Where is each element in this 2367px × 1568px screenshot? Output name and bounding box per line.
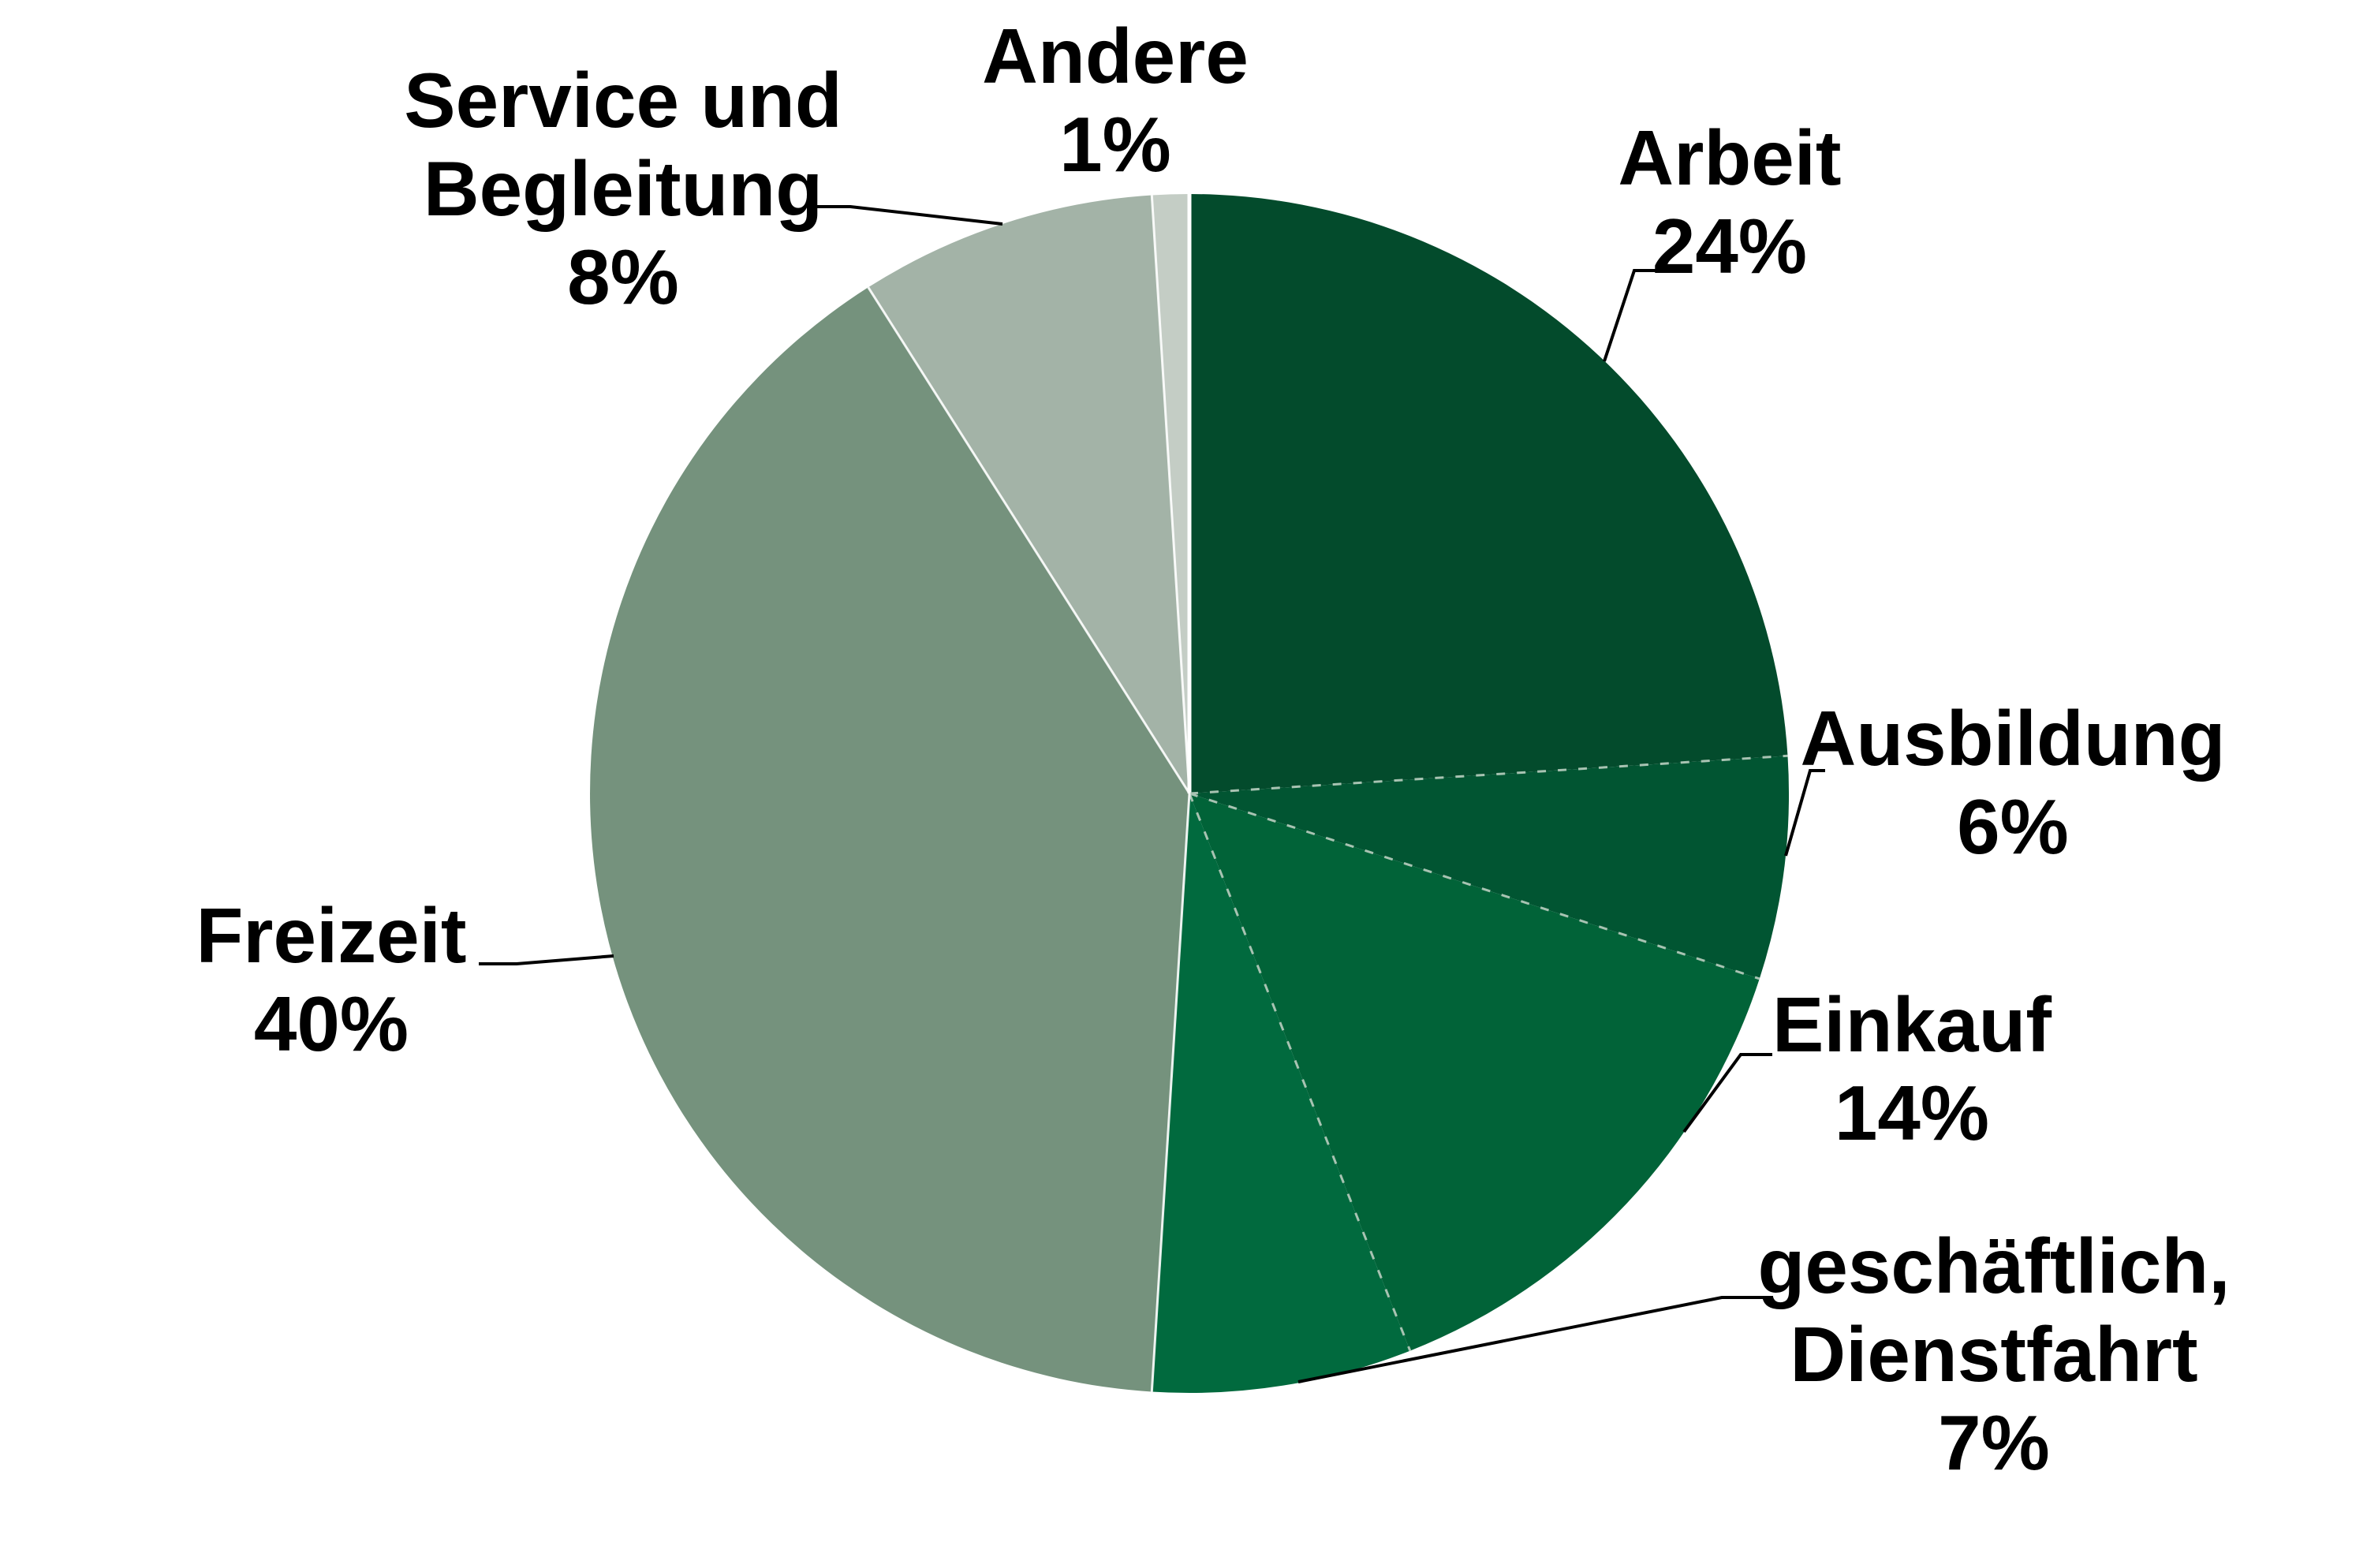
leader-line-freizeit bbox=[479, 954, 614, 965]
slice-boundary-einkauf-geschaeftlich bbox=[1188, 793, 1412, 1352]
label-arbeit-line1: Arbeit bbox=[1618, 114, 1842, 201]
pie-slice-einkauf bbox=[1189, 793, 1760, 1351]
pie-slice-ausbildung bbox=[1189, 756, 1790, 979]
label-geschaeftlich-line1: geschäftlich, bbox=[1757, 1223, 2231, 1309]
label-freizeit: Freizeit 40% bbox=[196, 891, 466, 1068]
pie-slice-service bbox=[868, 195, 1189, 793]
label-einkauf-line1: Einkauf bbox=[1772, 981, 2052, 1068]
leader-line-einkauf bbox=[1682, 1053, 1772, 1133]
label-ausbildung: Ausbildung 6% bbox=[1801, 694, 2226, 871]
label-geschaeftlich-dienstfahrt: geschäftlich, Dienstfahrt 7% bbox=[1757, 1222, 2230, 1487]
slice-boundary-geschaeftlich-freizeit bbox=[1150, 793, 1191, 1392]
label-freizeit-pct: 40% bbox=[253, 980, 409, 1067]
leader-line-ausbildung bbox=[1784, 769, 1825, 857]
pie-slice-geschaeftlich bbox=[1152, 793, 1410, 1393]
label-geschaeftlich-line2: Dienstfahrt bbox=[1790, 1311, 2198, 1398]
pie-slice-freizeit bbox=[590, 287, 1189, 1392]
pie-slice-arbeit bbox=[1189, 194, 1788, 793]
label-einkauf: Einkauf 14% bbox=[1772, 980, 2052, 1157]
label-andere: Andere 1% bbox=[982, 12, 1249, 189]
label-andere-pct: 1% bbox=[1059, 101, 1171, 188]
slice-boundary-service-andere bbox=[1150, 195, 1191, 794]
label-service-line1: Service und bbox=[404, 57, 842, 144]
label-service-line2: Begleitung bbox=[423, 145, 823, 232]
label-einkauf-pct: 14% bbox=[1834, 1070, 1990, 1156]
leader-line-geschaeftlich bbox=[1297, 1296, 1773, 1383]
label-arbeit-pct: 24% bbox=[1652, 203, 1808, 289]
label-ausbildung-pct: 6% bbox=[1957, 783, 2069, 870]
slice-boundary-arbeit-ausbildung bbox=[1189, 754, 1788, 795]
label-freizeit-line1: Freizeit bbox=[196, 892, 467, 979]
label-andere-line1: Andere bbox=[982, 13, 1249, 99]
slice-boundary-freizeit-service bbox=[867, 286, 1191, 794]
label-ausbildung-line1: Ausbildung bbox=[1800, 695, 2226, 782]
slice-boundary-ausbildung-einkauf bbox=[1189, 792, 1760, 980]
label-service-pct: 8% bbox=[567, 233, 679, 320]
label-service-und-begleitung: Service und Begleitung 8% bbox=[404, 56, 842, 321]
leader-line-service bbox=[812, 205, 1003, 226]
label-arbeit: Arbeit 24% bbox=[1618, 114, 1841, 290]
leader-line-arbeit bbox=[1603, 269, 1664, 362]
label-geschaeftlich-pct: 7% bbox=[1938, 1399, 2050, 1486]
